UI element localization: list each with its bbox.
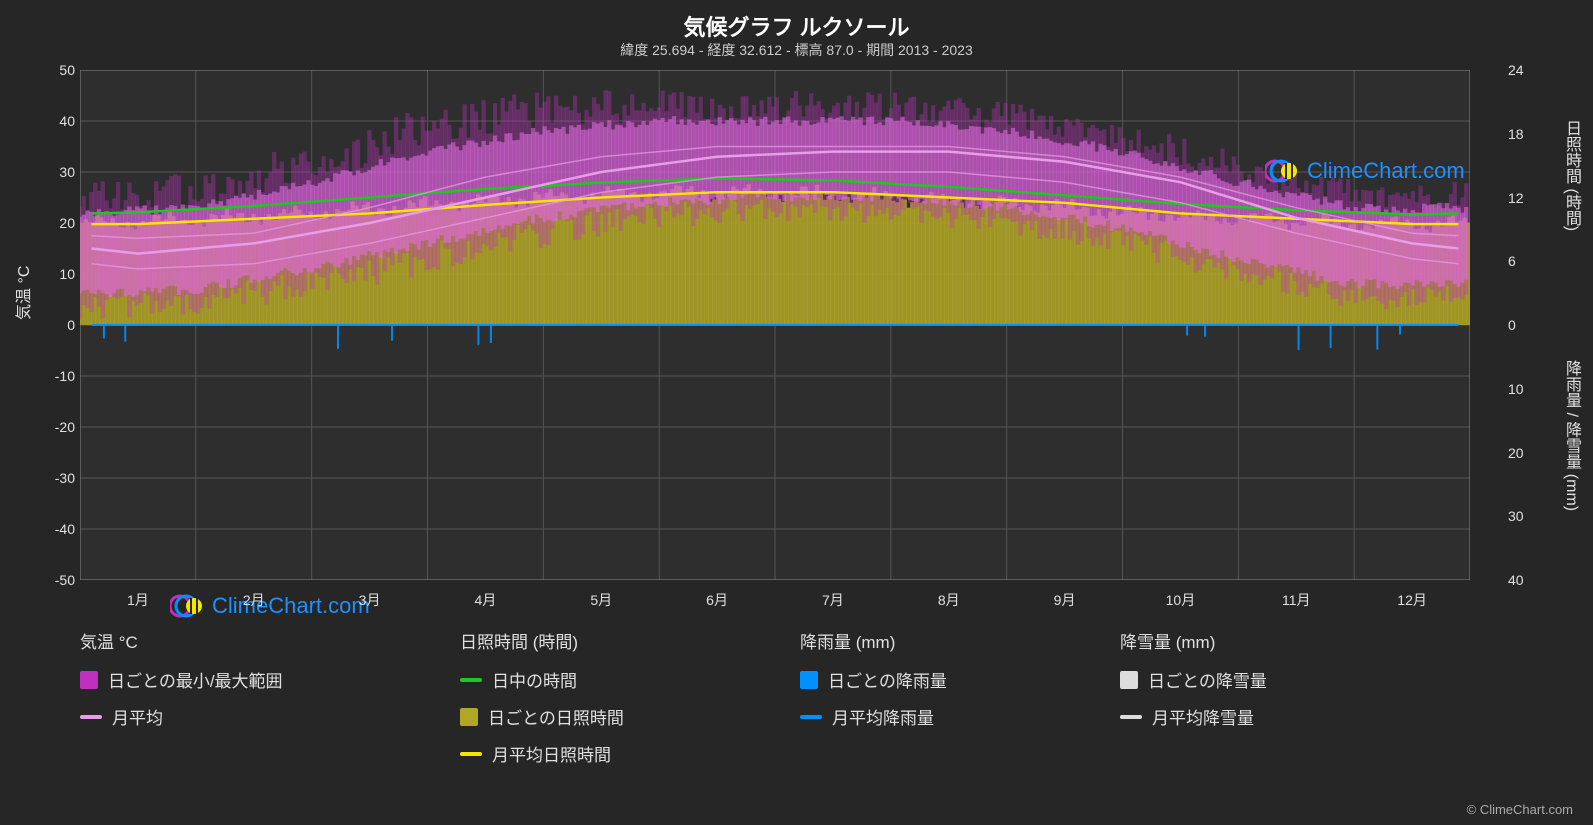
legend-header-rain: 降雨量 (mm)	[800, 628, 1110, 653]
swatch-snow-daily	[1120, 671, 1138, 689]
y-left-tick: 40	[40, 113, 75, 129]
legend-label: 日ごとの降雪量	[1148, 667, 1267, 692]
y-axis-right-label-sunshine: 日照時間 (時間)	[1559, 120, 1583, 231]
brand-logo-bottomleft: ClimeChart.com	[170, 590, 370, 622]
x-tick: 1月	[127, 590, 149, 610]
x-tick: 6月	[706, 590, 728, 610]
y-axis-left-label: 気温 °C	[10, 266, 34, 320]
legend-label: 月平均降雪量	[1152, 704, 1254, 729]
legend-label: 日中の時間	[492, 667, 577, 692]
legend-item-temp-avg: 月平均	[80, 704, 450, 729]
y-left-tick: -30	[40, 470, 75, 486]
chart-title: 気候グラフ ルクソール	[0, 10, 1593, 42]
swatch-rain-daily	[800, 671, 818, 689]
x-tick: 7月	[822, 590, 844, 610]
legend-item-sunshine-daily: 日ごとの日照時間	[460, 704, 790, 729]
x-tick: 3月	[359, 590, 381, 610]
swatch-temp-range	[80, 671, 98, 689]
y-right-tick-sunshine: 0	[1508, 317, 1538, 333]
legend: 気温 °C 日ごとの最小/最大範囲 月平均 日照時間 (時間) 日中の時間 日ご…	[80, 628, 1480, 778]
legend-label: 月平均	[112, 704, 163, 729]
swatch-rain-avg	[800, 715, 822, 719]
legend-item-snow-daily: 日ごとの降雪量	[1120, 667, 1430, 692]
y-right-tick-sunshine: 12	[1508, 190, 1538, 206]
y-right-tick-sunshine: 18	[1508, 126, 1538, 142]
legend-item-daylight: 日中の時間	[460, 667, 790, 692]
legend-label: 日ごとの日照時間	[488, 704, 624, 729]
legend-label: 日ごとの降雨量	[828, 667, 947, 692]
legend-label: 日ごとの最小/最大範囲	[108, 667, 283, 692]
y-left-tick: -20	[40, 419, 75, 435]
swatch-temp-avg	[80, 715, 102, 719]
plot-area	[80, 70, 1470, 580]
legend-col-snow: 降雪量 (mm) 日ごとの降雪量 月平均降雪量	[1120, 628, 1430, 778]
y-left-tick: -40	[40, 521, 75, 537]
attribution: © ClimeChart.com	[1467, 802, 1573, 817]
x-tick: 2月	[243, 590, 265, 610]
y-axis-right-label-precip: 降雨量 / 降雪量 (mm)	[1559, 360, 1583, 511]
legend-item-rain-daily: 日ごとの降雨量	[800, 667, 1110, 692]
x-tick: 12月	[1397, 590, 1427, 610]
y-right-tick-sunshine: 24	[1508, 62, 1538, 78]
swatch-daylight	[460, 678, 482, 682]
legend-item-sunshine-avg: 月平均日照時間	[460, 741, 790, 766]
x-tick: 10月	[1166, 590, 1196, 610]
legend-header-temperature: 気温 °C	[80, 628, 450, 653]
y-right-tick-precip: 30	[1508, 508, 1538, 524]
legend-label: 月平均降雨量	[832, 704, 934, 729]
legend-item-temp-range: 日ごとの最小/最大範囲	[80, 667, 450, 692]
swatch-sunshine-daily	[460, 708, 478, 726]
x-tick: 11月	[1282, 590, 1311, 610]
x-tick: 4月	[475, 590, 497, 610]
y-right-tick-sunshine: 6	[1508, 253, 1538, 269]
y-right-tick-precip: 40	[1508, 572, 1538, 588]
x-tick: 9月	[1054, 590, 1076, 610]
x-tick: 5月	[590, 590, 612, 610]
legend-item-snow-avg: 月平均降雪量	[1120, 704, 1430, 729]
legend-col-temperature: 気温 °C 日ごとの最小/最大範囲 月平均	[80, 628, 450, 778]
y-left-tick: 20	[40, 215, 75, 231]
legend-header-snow: 降雪量 (mm)	[1120, 628, 1430, 653]
y-left-tick: 10	[40, 266, 75, 282]
chart-container: 気候グラフ ルクソール 緯度 25.694 - 経度 32.612 - 標高 8…	[0, 0, 1593, 825]
legend-item-rain-avg: 月平均降雨量	[800, 704, 1110, 729]
legend-col-sunshine: 日照時間 (時間) 日中の時間 日ごとの日照時間 月平均日照時間	[460, 628, 790, 778]
y-right-tick-precip: 10	[1508, 381, 1538, 397]
y-right-tick-precip: 20	[1508, 445, 1538, 461]
plot-svg	[80, 70, 1470, 580]
brand-text: ClimeChart.com	[212, 593, 370, 619]
y-left-tick: 50	[40, 62, 75, 78]
swatch-snow-avg	[1120, 715, 1142, 719]
legend-header-sunshine: 日照時間 (時間)	[460, 628, 790, 653]
y-left-tick: -50	[40, 572, 75, 588]
chart-subtitle: 緯度 25.694 - 経度 32.612 - 標高 87.0 - 期間 201…	[0, 40, 1593, 60]
y-left-tick: 30	[40, 164, 75, 180]
legend-label: 月平均日照時間	[492, 741, 611, 766]
y-left-tick: 0	[40, 317, 75, 333]
swatch-sunshine-avg	[460, 752, 482, 756]
x-tick: 8月	[938, 590, 960, 610]
y-left-tick: -10	[40, 368, 75, 384]
legend-col-rain: 降雨量 (mm) 日ごとの降雨量 月平均降雨量	[800, 628, 1110, 778]
